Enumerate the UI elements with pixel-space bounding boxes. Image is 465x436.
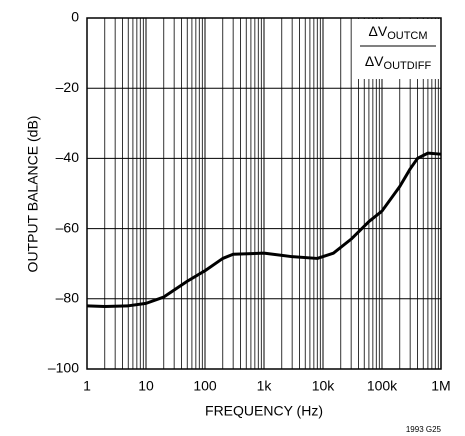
- y-tick-label: 0: [71, 9, 79, 25]
- x-axis-label: FREQUENCY (Hz): [205, 403, 323, 419]
- data-line: [86, 151, 442, 309]
- annotation-main: ΔV: [365, 53, 384, 69]
- y-axis-label: OUTPUT BALANCE (dB): [25, 116, 41, 273]
- annotation-sub: OUTCM: [387, 30, 427, 42]
- annotation-box: [356, 19, 440, 79]
- footnote: 1993 G25: [406, 425, 442, 434]
- y-tick-label: –60: [56, 219, 80, 235]
- x-tick-label: 1: [83, 378, 91, 394]
- annotation-text: ΔVOUTCM: [368, 23, 427, 42]
- y-tick-label: –20: [56, 79, 80, 95]
- y-tick-label: –80: [56, 290, 80, 306]
- y-tick-label: –100: [48, 360, 79, 376]
- y-tick-label: –40: [56, 149, 80, 165]
- x-tick-label: 1k: [257, 378, 273, 394]
- annotation-main: ΔV: [368, 23, 387, 39]
- x-tick-label: 100k: [367, 378, 398, 394]
- annotation-text: ΔVOUTDIFF: [365, 53, 432, 72]
- x-tick-label: 100: [193, 378, 217, 394]
- plot-frame: [86, 17, 442, 370]
- annotation-sub: OUTDIFF: [384, 60, 432, 72]
- x-tick-label: 10: [138, 378, 154, 394]
- x-tick-label: 10k: [312, 378, 336, 394]
- x-tick-label: 1M: [431, 378, 450, 394]
